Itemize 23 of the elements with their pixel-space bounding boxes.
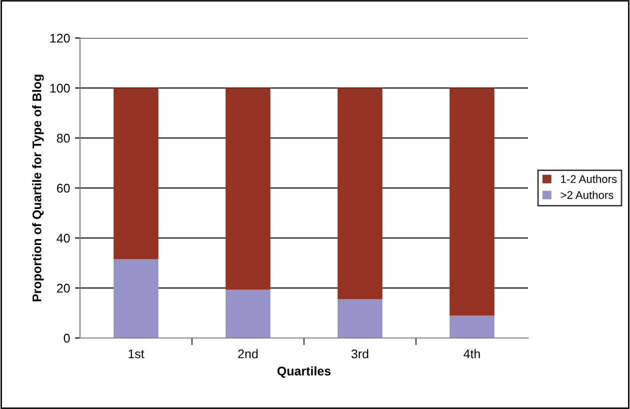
bar bbox=[450, 316, 494, 338]
y-tick-label: 60 bbox=[57, 184, 70, 193]
legend-label: >2 Authors bbox=[560, 190, 614, 199]
x-tick-label: 3rd bbox=[351, 349, 368, 358]
bar bbox=[226, 290, 270, 338]
y-tick-label: 20 bbox=[57, 284, 70, 293]
y-tick-label: 80 bbox=[56, 134, 70, 143]
y-tick-label: 100 bbox=[50, 84, 70, 93]
x-tick-label: 4th bbox=[464, 349, 480, 358]
x-axis-title: Quartiles bbox=[277, 366, 331, 378]
y-tick-label: 0 bbox=[64, 334, 70, 343]
legend-label: 1-2 Authors bbox=[561, 174, 617, 184]
bar bbox=[226, 88, 270, 290]
x-tick-label: 1st bbox=[128, 350, 144, 358]
x-tick-label: 2nd bbox=[238, 349, 258, 358]
bar bbox=[338, 88, 382, 300]
y-axis-title: Proportion of Quartile for Type of Blog bbox=[32, 74, 44, 302]
y-tick-label: 120 bbox=[50, 34, 70, 43]
bar bbox=[450, 88, 494, 316]
bar bbox=[114, 88, 158, 260]
y-tick-label: 40 bbox=[56, 234, 70, 243]
bar bbox=[338, 299, 382, 338]
bar bbox=[114, 259, 158, 338]
